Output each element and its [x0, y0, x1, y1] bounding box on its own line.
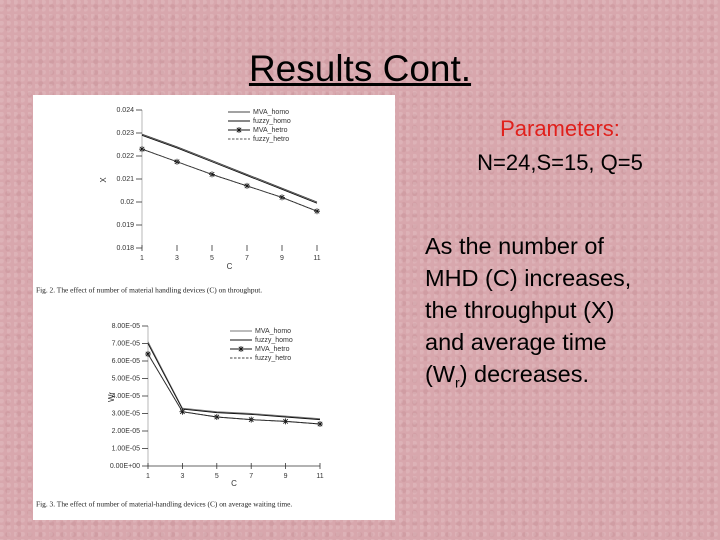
y-tick-label: 2.00E-05: [112, 428, 141, 435]
body-line: (Wr) decreases.: [425, 358, 631, 399]
y-tick-label: 0.021: [116, 176, 134, 183]
y-tick-label: 1.00E-05: [112, 445, 141, 452]
body-text: As the number of MHD (C) increases, the …: [425, 230, 631, 399]
y-tick-label: 6.00E-05: [112, 358, 141, 365]
y-tick-label: 0.019: [116, 222, 134, 229]
data-point: [282, 418, 289, 425]
y-axis-label: X: [99, 177, 108, 183]
legend-label: MVA_homo: [255, 328, 291, 335]
y-tick-label: 5.00E-05: [112, 375, 141, 382]
slide-title: Results Cont.: [248, 48, 472, 89]
series-line: [147, 341, 321, 420]
series-line: [141, 134, 318, 204]
y-tick-label: 0.02: [120, 199, 134, 206]
figure: 0.018 0.019 0.02 0.021 0.022 0.023 0.024 1 3 5 7 9 1…: [33, 95, 395, 520]
body-line: the throughput (X): [425, 297, 615, 323]
y-tick-label: 0.024: [116, 107, 134, 114]
legend-marker: [238, 346, 244, 352]
x-tick-label: 3: [175, 255, 179, 262]
x-axis-label: C: [227, 262, 233, 271]
legend-label: fuzzy_hetro: [253, 136, 289, 143]
x-tick-label: 3: [180, 473, 184, 480]
x-tick-label: 1: [146, 473, 150, 480]
y-tick-label: 0.023: [116, 130, 134, 137]
body-line: and average time: [425, 329, 607, 355]
body-text-part: (W: [425, 361, 456, 387]
data-point: [179, 408, 186, 415]
data-point: [244, 182, 250, 189]
y-tick-label: 8.00E-05: [112, 323, 141, 330]
y-tick-label: 3.00E-05: [112, 410, 141, 417]
legend-label: MVA_hetro: [253, 127, 288, 134]
legend-label: fuzzy_homo: [255, 337, 293, 344]
x-tick-label: 1: [140, 255, 144, 262]
charts: 0.018 0.019 0.02 0.021 0.022 0.023 0.024 1 3 5 7 9 1…: [36, 107, 324, 509]
legend-label: MVA_homo: [253, 109, 289, 116]
chart-caption: Fig. 3. The effect of number of material…: [36, 500, 292, 509]
y-tick-label: 0.00E+00: [110, 463, 140, 470]
body-line: MHD (C) increases,: [425, 265, 632, 291]
x-tick-label: 7: [245, 255, 249, 262]
legend-marker: [236, 127, 242, 133]
y-tick-label: 4.00E-05: [112, 393, 141, 400]
body-text-part: ) decreases.: [459, 361, 589, 387]
x-tick-label: 5: [215, 473, 219, 480]
y-tick-label: 0.022: [116, 153, 134, 160]
body-subscript: r: [455, 374, 460, 391]
chart-caption: Fig. 2. The effect of number of material…: [36, 286, 262, 295]
y-tick-label: 7.00E-05: [112, 340, 141, 347]
series-line: [147, 343, 321, 421]
body-line: As the number of: [425, 233, 604, 259]
x-tick-label: 11: [316, 473, 323, 480]
legend-label: fuzzy_hetro: [255, 355, 291, 362]
parameters-heading: Parameters:: [500, 116, 620, 141]
x-tick-label: 9: [284, 473, 288, 480]
series-line: [141, 133, 318, 203]
legend-label: fuzzy_homo: [253, 118, 291, 125]
legend-label: MVA_hetro: [255, 346, 290, 353]
series-line: [141, 148, 318, 212]
x-axis-label: C: [231, 479, 237, 488]
y-axis-label: Wr: [107, 392, 116, 402]
series-line: [147, 353, 321, 425]
x-tick-label: 9: [280, 255, 284, 262]
x-tick-label: 5: [210, 255, 214, 262]
x-tick-label: 7: [249, 473, 253, 480]
parameters-values: N=24,S=15, Q=5: [477, 150, 643, 175]
x-tick-label: 11: [313, 255, 320, 262]
y-tick-label: 0.018: [116, 245, 134, 252]
